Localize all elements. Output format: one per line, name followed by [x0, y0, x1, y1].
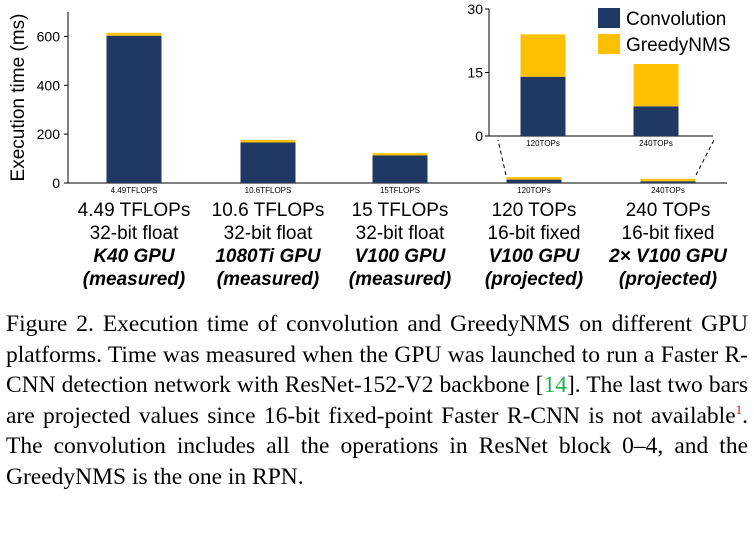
legend-swatch: [598, 8, 620, 28]
inset-x-tick-label: 240TOPs: [639, 139, 673, 148]
caption-text-a: Execution time of convolution and Greedy…: [6, 311, 748, 398]
legend-label: GreedyNMS: [626, 35, 731, 56]
inset-y-tick-label: 30: [467, 1, 483, 17]
legend-label: Convolution: [626, 9, 726, 30]
caption-label: Figure 2.: [6, 311, 94, 337]
execution-time-chart: 0 200 400 600 Execution time (ms) 4.49TFLOPS 4…: [8, 1, 731, 290]
inset-y-tick-label: 0: [475, 128, 483, 144]
inset-x-tick-label: 120TOPs: [526, 139, 560, 148]
category-line: 16-bit fixed: [622, 223, 715, 244]
inset-connector-right: [695, 139, 715, 176]
category-line: 240 TOPs: [626, 200, 711, 221]
category-line: 16-bit fixed: [488, 223, 581, 244]
category-line: 15 TFLOPs: [352, 200, 449, 221]
inset-bar-convolution: [520, 76, 566, 136]
category-line: 32-bit float: [224, 223, 313, 244]
bar-convolution: [106, 35, 162, 184]
legend-swatch: [598, 34, 620, 54]
bar-convolution: [240, 142, 296, 183]
category-status: (measured): [83, 269, 185, 290]
main-plot: 0 200 400 600 Execution time (ms) 4.49TFLOPS 4…: [8, 12, 728, 290]
category-gpu: K40 GPU: [93, 246, 176, 267]
category-line: 120 TOPs: [492, 200, 577, 221]
category-status: (measured): [217, 269, 319, 290]
category-gpu: 1080Ti GPU: [215, 246, 322, 267]
y-tick-label: 0: [52, 175, 60, 191]
bar-greedynms: [506, 177, 562, 180]
bar-greedynms: [240, 140, 296, 143]
category-line: 4.49 TFLOPs: [78, 200, 191, 221]
inset-bar-greedynms: [633, 64, 679, 107]
category-status: (projected): [619, 269, 717, 290]
inset-bar-greedynms: [520, 34, 566, 77]
bar-greedynms: [372, 153, 428, 156]
x-tick-label: 4.49TFLOPS: [111, 186, 158, 195]
bar-convolution: [372, 155, 428, 183]
y-tick-label: 200: [37, 126, 61, 142]
y-tick-label: 400: [37, 77, 61, 93]
inset-connector-left: [497, 139, 507, 176]
inset-y-tick-label: 15: [467, 65, 483, 81]
legend: Convolution GreedyNMS: [598, 8, 731, 56]
y-tick-label: 600: [37, 28, 61, 44]
bar-greedynms: [106, 32, 162, 36]
category-status: (projected): [485, 269, 583, 290]
category-line: 32-bit float: [90, 223, 179, 244]
x-tick-label: 10.6TFLOPS: [245, 186, 292, 195]
x-tick-label: 240TOPs: [651, 186, 685, 195]
bar-convolution: [640, 181, 696, 183]
x-tick-label: 120TOPs: [517, 186, 551, 195]
category-gpu: 2× V100 GPU: [608, 246, 728, 267]
figure-caption: Figure 2. Execution time of convolution …: [6, 309, 748, 492]
x-tick-label: 15TFLOPS: [380, 186, 420, 195]
bar-greedynms: [640, 178, 696, 182]
inset-plot: 0 15 30 120TOPs 240TOPs: [467, 1, 715, 176]
y-axis-label: Execution time (ms): [8, 14, 29, 182]
category-gpu: V100 GPU: [489, 246, 581, 267]
caption-text-b: ]. The last two bars are projected value…: [6, 372, 748, 429]
category-status: (measured): [349, 269, 451, 290]
footnote-marker[interactable]: 1: [735, 401, 743, 417]
category-line: 32-bit float: [356, 223, 445, 244]
category-line: 10.6 TFLOPs: [212, 200, 325, 221]
inset-bar-convolution: [633, 106, 679, 136]
caption-text-c: . The convolution includes all the opera…: [6, 402, 748, 490]
citation-link[interactable]: 14: [543, 372, 567, 398]
category-gpu: V100 GPU: [355, 246, 447, 267]
bar-convolution: [506, 179, 562, 183]
